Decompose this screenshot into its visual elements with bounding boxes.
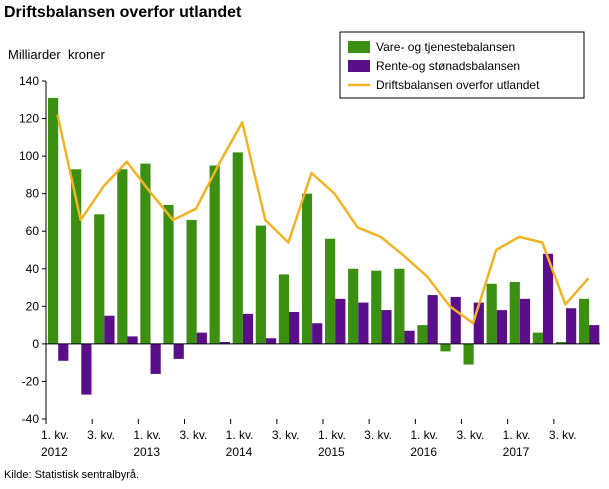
x-year-label: 2012 bbox=[41, 445, 68, 459]
chart-title: Driftsbalansen overfor utlandet bbox=[4, 4, 242, 21]
x-tick-label: 1. kv. bbox=[41, 428, 69, 442]
chart-plot: -40 -20 0 20 40 60 80 100 120 140 1. kv. 2012 3. kv… bbox=[19, 31, 600, 459]
x-year-label: 2015 bbox=[318, 445, 345, 459]
bar-vare-tjeneste bbox=[578, 298, 590, 344]
bar-rente-stonad bbox=[519, 298, 531, 344]
bar-vare-tjeneste bbox=[94, 214, 105, 344]
bars bbox=[48, 97, 600, 395]
x-axis: 1. kv. 2012 3. kv. 1. kv. 2013 3. kv. 1. kv. 20… bbox=[41, 343, 600, 459]
bar-vare-tjeneste bbox=[71, 169, 82, 344]
legend: Vare- og tjenestebalansen Rente-og stønad… bbox=[339, 31, 585, 99]
bar-rente-stonad bbox=[589, 325, 600, 344]
x-tick-label: 3. kv. bbox=[549, 428, 577, 442]
legend-label: Rente-og stønadsbalansen bbox=[376, 59, 520, 73]
x-year-label: 2014 bbox=[226, 445, 253, 459]
bar-rente-stonad bbox=[265, 338, 277, 344]
bar-vare-tjeneste bbox=[140, 163, 151, 344]
bar-rente-stonad bbox=[381, 310, 392, 344]
bar-vare-tjeneste bbox=[417, 325, 428, 344]
bar-rente-stonad bbox=[219, 342, 230, 344]
bar-rente-stonad bbox=[81, 343, 92, 395]
bar-vare-tjeneste bbox=[555, 342, 567, 344]
legend-swatch bbox=[348, 41, 370, 53]
y-tick-label: 120 bbox=[19, 112, 39, 126]
bar-rente-stonad bbox=[473, 302, 484, 344]
y-tick-label: 140 bbox=[19, 74, 39, 88]
y-tick-label: 100 bbox=[19, 149, 39, 163]
bar-vare-tjeneste bbox=[325, 238, 336, 344]
legend-box bbox=[339, 31, 585, 99]
bar-vare-tjeneste bbox=[440, 343, 451, 352]
y-tick-label: -20 bbox=[22, 374, 40, 388]
bar-vare-tjeneste bbox=[232, 152, 243, 344]
legend-label: Driftsbalansen overfor utlandet bbox=[376, 78, 540, 92]
x-tick-label: 3. kv. bbox=[87, 428, 115, 442]
legend-label: Vare- og tjenestebalansen bbox=[376, 40, 515, 54]
bar-vare-tjeneste bbox=[394, 268, 405, 344]
x-tick-label: 1. kv. bbox=[226, 428, 254, 442]
bar-rente-stonad bbox=[335, 298, 346, 344]
legend-swatch bbox=[348, 60, 370, 72]
bar-rente-stonad bbox=[358, 302, 369, 344]
y-axis: -40 -20 0 20 40 60 80 100 120 140 bbox=[19, 74, 47, 426]
bar-vare-tjeneste bbox=[486, 283, 497, 344]
bar-vare-tjeneste bbox=[209, 165, 220, 344]
x-year-label: 2017 bbox=[503, 445, 530, 459]
y-tick-label: 40 bbox=[26, 262, 40, 276]
bar-rente-stonad bbox=[242, 313, 254, 344]
bar-vare-tjeneste bbox=[186, 219, 197, 344]
bar-rente-stonad bbox=[173, 343, 184, 359]
bar-rente-stonad bbox=[404, 330, 415, 344]
bar-rente-stonad bbox=[566, 308, 577, 344]
bar-rente-stonad bbox=[104, 315, 115, 344]
source-note: Kilde: Statistisk sentralbyrå. bbox=[4, 469, 140, 481]
y-tick-label: -40 bbox=[22, 412, 40, 426]
y-tick-label: 80 bbox=[26, 187, 40, 201]
y-tick-label: 60 bbox=[26, 224, 40, 238]
bar-vare-tjeneste bbox=[163, 204, 174, 344]
bar-vare-tjeneste bbox=[509, 281, 520, 344]
bar-vare-tjeneste bbox=[463, 343, 474, 365]
bar-rente-stonad bbox=[427, 295, 438, 344]
x-tick-label: 3. kv. bbox=[272, 428, 300, 442]
x-year-label: 2013 bbox=[133, 445, 160, 459]
y-axis-unit-label: Milliarder kroner bbox=[8, 47, 105, 62]
x-tick-label: 1. kv. bbox=[410, 428, 438, 442]
bar-vare-tjeneste bbox=[255, 225, 266, 344]
x-tick-label: 1. kv. bbox=[133, 428, 161, 442]
bar-rente-stonad bbox=[196, 332, 207, 344]
bar-rente-stonad bbox=[127, 336, 138, 344]
bar-rente-stonad bbox=[289, 311, 300, 344]
x-year-label: 2016 bbox=[410, 445, 437, 459]
bar-rente-stonad bbox=[312, 323, 323, 344]
y-tick-label: 20 bbox=[26, 299, 40, 313]
x-tick-label: 3. kv. bbox=[457, 428, 485, 442]
bar-rente-stonad bbox=[542, 253, 554, 344]
bar-vare-tjeneste bbox=[371, 270, 382, 344]
x-tick-label: 3. kv. bbox=[364, 428, 392, 442]
y-tick-label: 0 bbox=[32, 337, 39, 351]
bar-rente-stonad bbox=[450, 296, 461, 344]
balance-line bbox=[56, 114, 590, 325]
bar-vare-tjeneste bbox=[348, 268, 359, 344]
bar-vare-tjeneste bbox=[278, 274, 290, 344]
bar-vare-tjeneste bbox=[301, 193, 313, 344]
bar-vare-tjeneste bbox=[48, 97, 59, 344]
bar-rente-stonad bbox=[58, 343, 69, 361]
bar-vare-tjeneste bbox=[532, 332, 543, 344]
line-driftsbalansen bbox=[56, 114, 590, 325]
bar-rente-stonad bbox=[496, 310, 507, 344]
x-tick-label: 3. kv. bbox=[180, 428, 208, 442]
bar-vare-tjeneste bbox=[117, 169, 128, 344]
bar-rente-stonad bbox=[150, 343, 161, 374]
x-tick-label: 1. kv. bbox=[318, 428, 346, 442]
x-tick-label: 1. kv. bbox=[503, 428, 531, 442]
